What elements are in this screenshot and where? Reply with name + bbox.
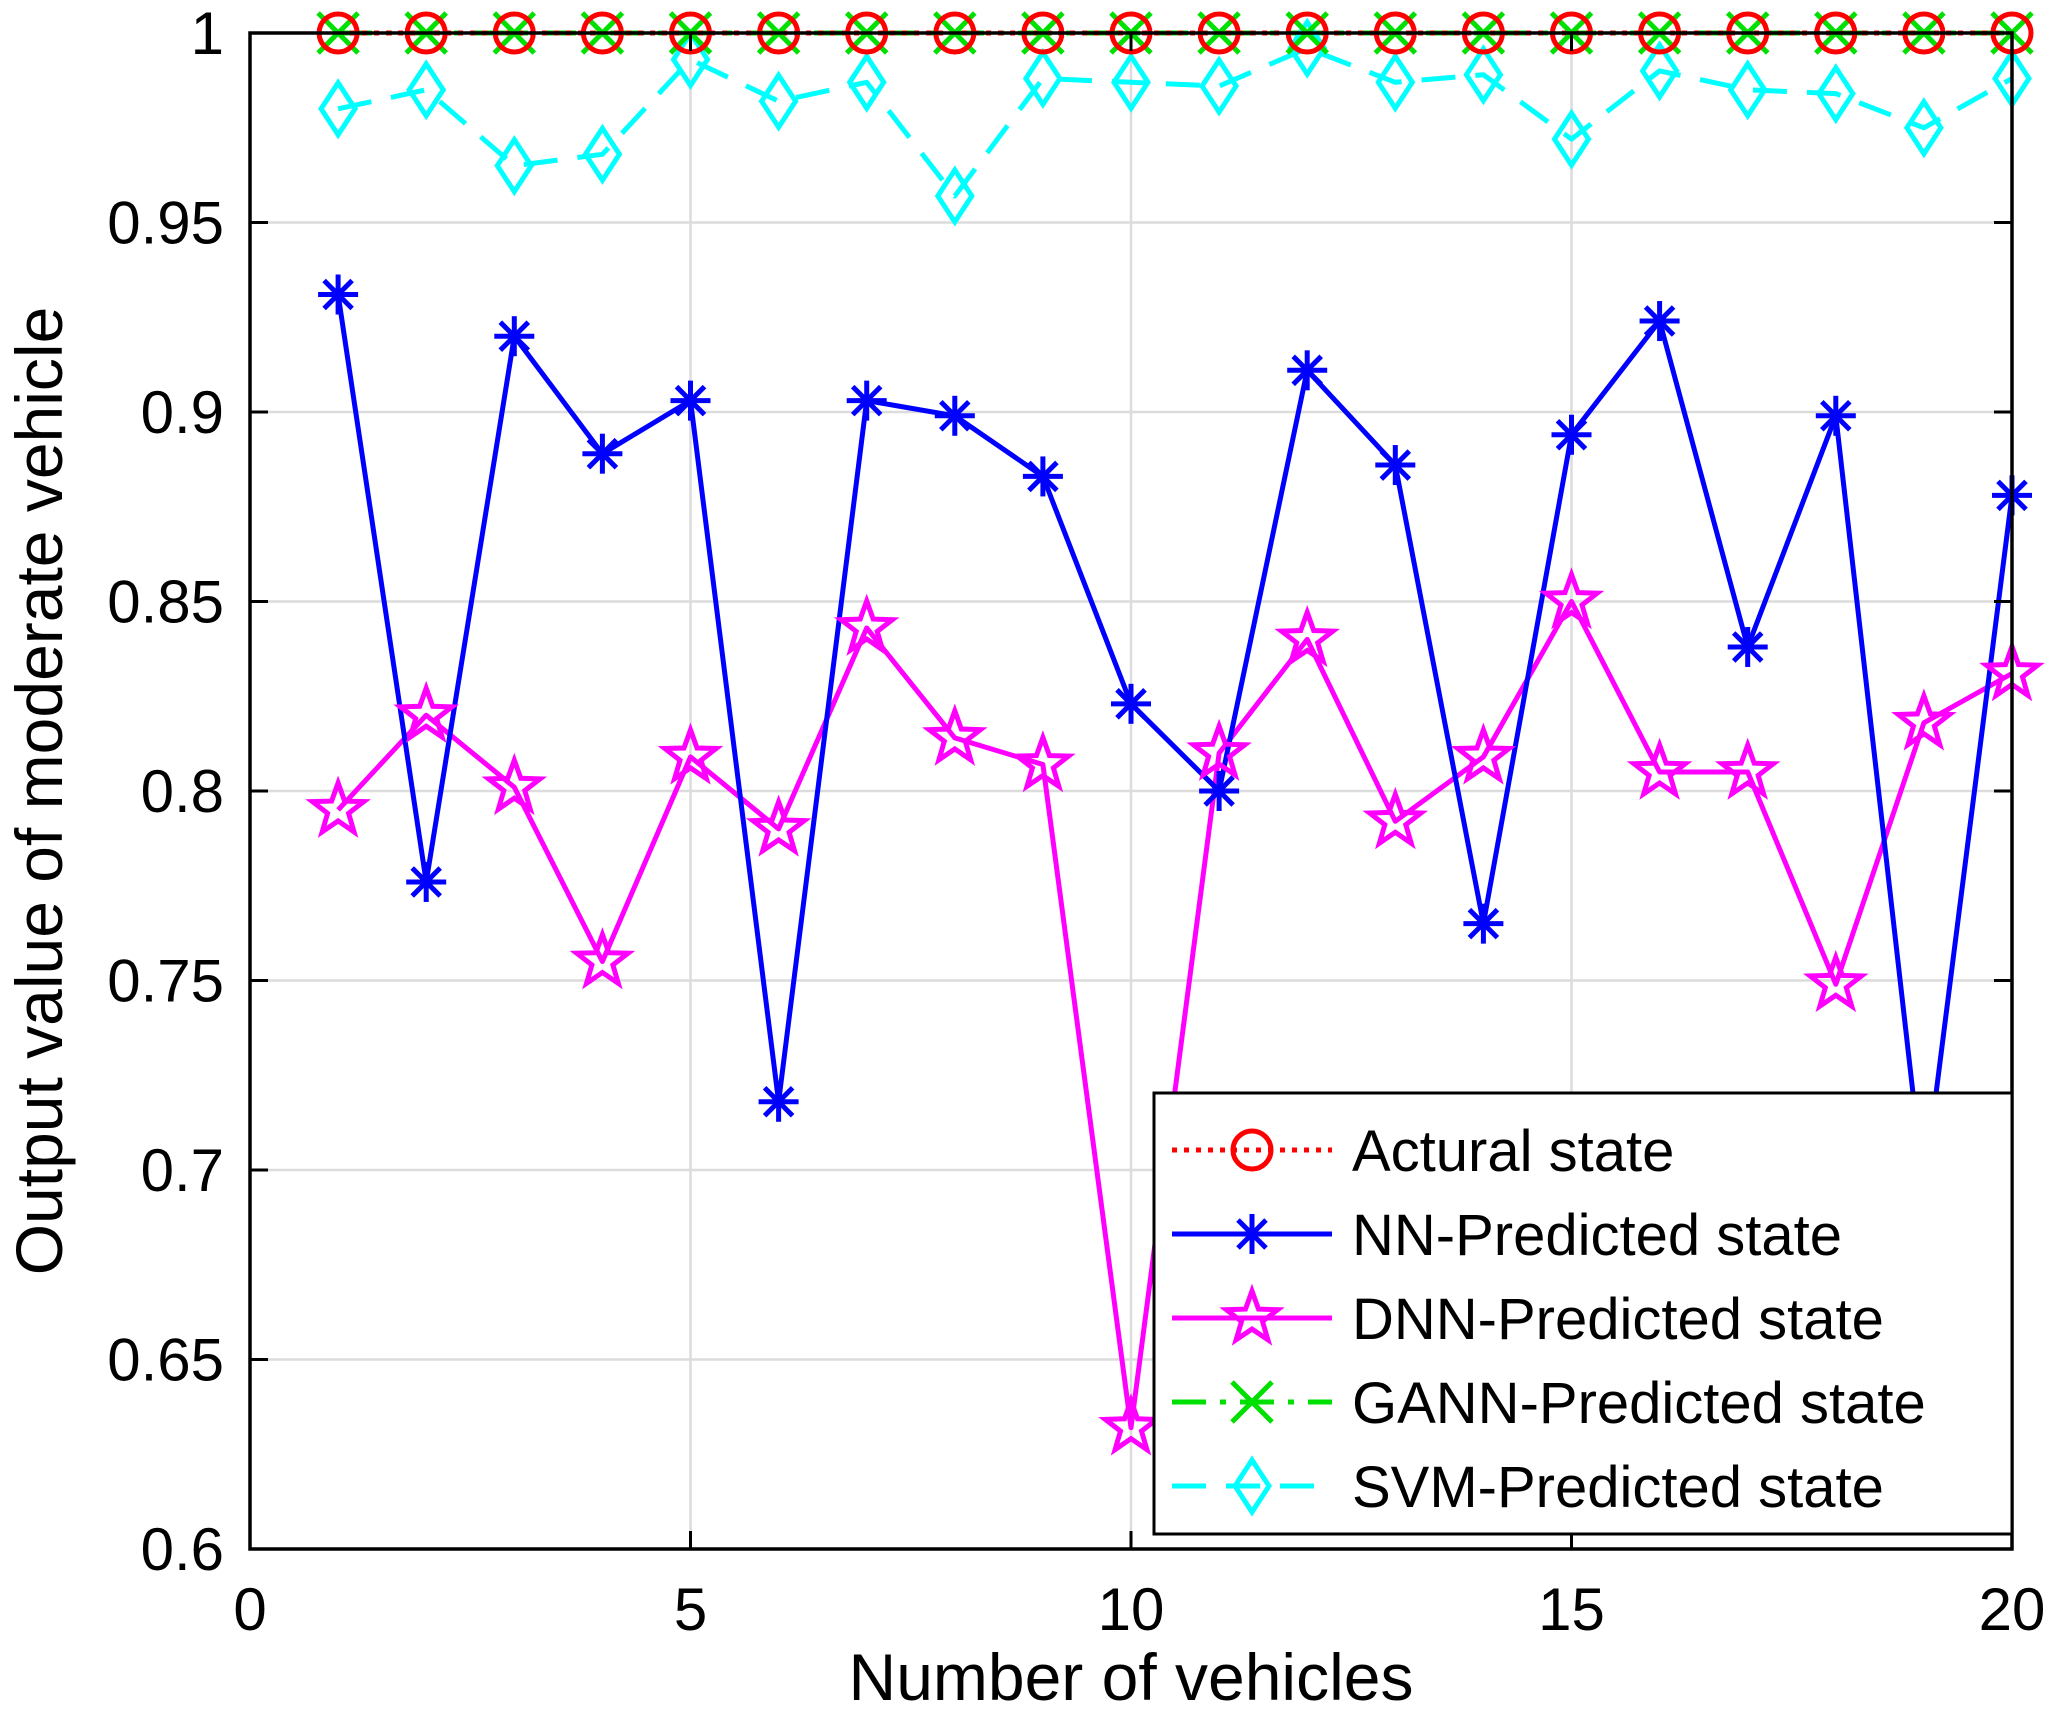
data-point-svm (1022, 47, 1063, 110)
data-point-svm (934, 165, 975, 227)
data-point-nn (846, 380, 887, 421)
data-point-dnn (569, 927, 636, 990)
data-point-dnn (1714, 737, 1781, 800)
x-tick-label: 5 (674, 1576, 707, 1643)
data-point-nn (758, 1081, 799, 1122)
legend-marker-svm (1232, 1455, 1272, 1517)
data-point-svm (1111, 51, 1151, 113)
data-point-svm (1199, 55, 1240, 117)
series-line-nn (335, 294, 2015, 1192)
data-point-dnn (305, 775, 371, 838)
data-point-nn (1463, 903, 1504, 944)
x-tick-label: 10 (1098, 1576, 1165, 1643)
data-point-nn (1022, 456, 1063, 497)
legend-label-actural: Actural state (1352, 1119, 1674, 1184)
data-point-dnn (745, 794, 812, 857)
data-point-svm (1375, 51, 1416, 113)
data-point-nn (1551, 414, 1592, 455)
data-point-nn (1639, 301, 1680, 342)
data-point-svm (1815, 63, 1856, 125)
data-point-nn (1375, 445, 1416, 486)
data-point-svm (1463, 44, 1504, 106)
x-tick-label: 15 (1538, 1576, 1605, 1643)
legend-marker-gann (1230, 1380, 1274, 1424)
data-point-dnn (393, 680, 459, 743)
data-point-dnn (1803, 949, 1869, 1013)
data-point-svm (582, 123, 623, 185)
y-tick-label: 0.85 (107, 569, 224, 636)
x-tick-label: 0 (233, 1576, 266, 1643)
data-point-dnn (1098, 1393, 1164, 1456)
legend-label-svm: SVM-Predicted state (1352, 1455, 1884, 1520)
data-point-dnn (1450, 722, 1517, 785)
legend-marker-dnn (1219, 1283, 1285, 1346)
legend-label-dnn: DNN-Predicted state (1352, 1287, 1884, 1352)
data-point-svm (406, 59, 447, 121)
data-point-dnn (1362, 786, 1429, 850)
data-point-dnn (657, 722, 724, 785)
data-point-dnn (481, 752, 548, 816)
data-point-svm (1639, 40, 1680, 102)
legend-marker-nn (1232, 1214, 1272, 1254)
y-tick-label: 0.9 (141, 379, 224, 446)
data-point-nn (1199, 771, 1240, 811)
data-point-nn (582, 433, 623, 474)
data-point-svm (1287, 17, 1328, 79)
data-point-dnn (833, 593, 900, 656)
data-point-dnn (1538, 567, 1605, 630)
data-point-nn (1815, 395, 1856, 436)
data-point-dnn (1010, 730, 1076, 793)
data-point-svm (1903, 97, 1944, 159)
y-tick-label: 1 (191, 0, 224, 67)
data-point-nn (1287, 350, 1328, 391)
data-point-nn (494, 316, 535, 357)
data-point-nn (1727, 626, 1768, 667)
data-point-nn (1111, 683, 1151, 724)
data-point-nn (670, 380, 711, 421)
data-point-dnn (1186, 718, 1252, 781)
data-point-dnn (922, 703, 988, 766)
y-tick-label: 0.75 (107, 948, 224, 1015)
y-tick-label: 0.8 (141, 758, 224, 825)
data-point-svm (1551, 108, 1592, 170)
data-point-dnn (1274, 605, 1340, 668)
legend-box (1152, 1091, 2014, 1536)
y-axis-label: Output value of moderate vehicle (2, 307, 76, 1276)
data-point-nn (406, 861, 447, 902)
data-point-nn (934, 395, 975, 436)
data-point-svm (758, 70, 799, 132)
y-tick-label: 0.65 (107, 1327, 224, 1394)
x-tick-label: 20 (1979, 1576, 2046, 1643)
y-tick-label: 0.95 (107, 190, 224, 257)
legend-label-nn: NN-Predicted state (1352, 1203, 1842, 1268)
data-point-dnn (1626, 737, 1693, 800)
legend: Actural state NN-Predicted state DNN-Predi… (1152, 1091, 2014, 1536)
x-axis-label: Number of vehicles (849, 1640, 1414, 1714)
data-point-dnn (1891, 688, 1957, 751)
y-tick-label: 0.7 (141, 1137, 224, 1204)
data-point-svm (1727, 59, 1768, 121)
y-tick-label: 0.6 (141, 1516, 224, 1583)
legend-label-gann: GANN-Predicted state (1352, 1371, 1926, 1436)
x-axis-tick-labels: 0 5 10 15 20 (233, 1576, 2045, 1643)
legend-marker-actural (1230, 1128, 1274, 1172)
data-point-svm (494, 135, 535, 197)
y-axis-tick-labels: 0.6 0.65 0.7 0.75 0.8 0.85 0.9 0.95 1 (107, 0, 224, 1583)
data-point-svm (846, 51, 887, 113)
data-point-nn (318, 274, 359, 315)
data-point-svm (318, 78, 359, 140)
